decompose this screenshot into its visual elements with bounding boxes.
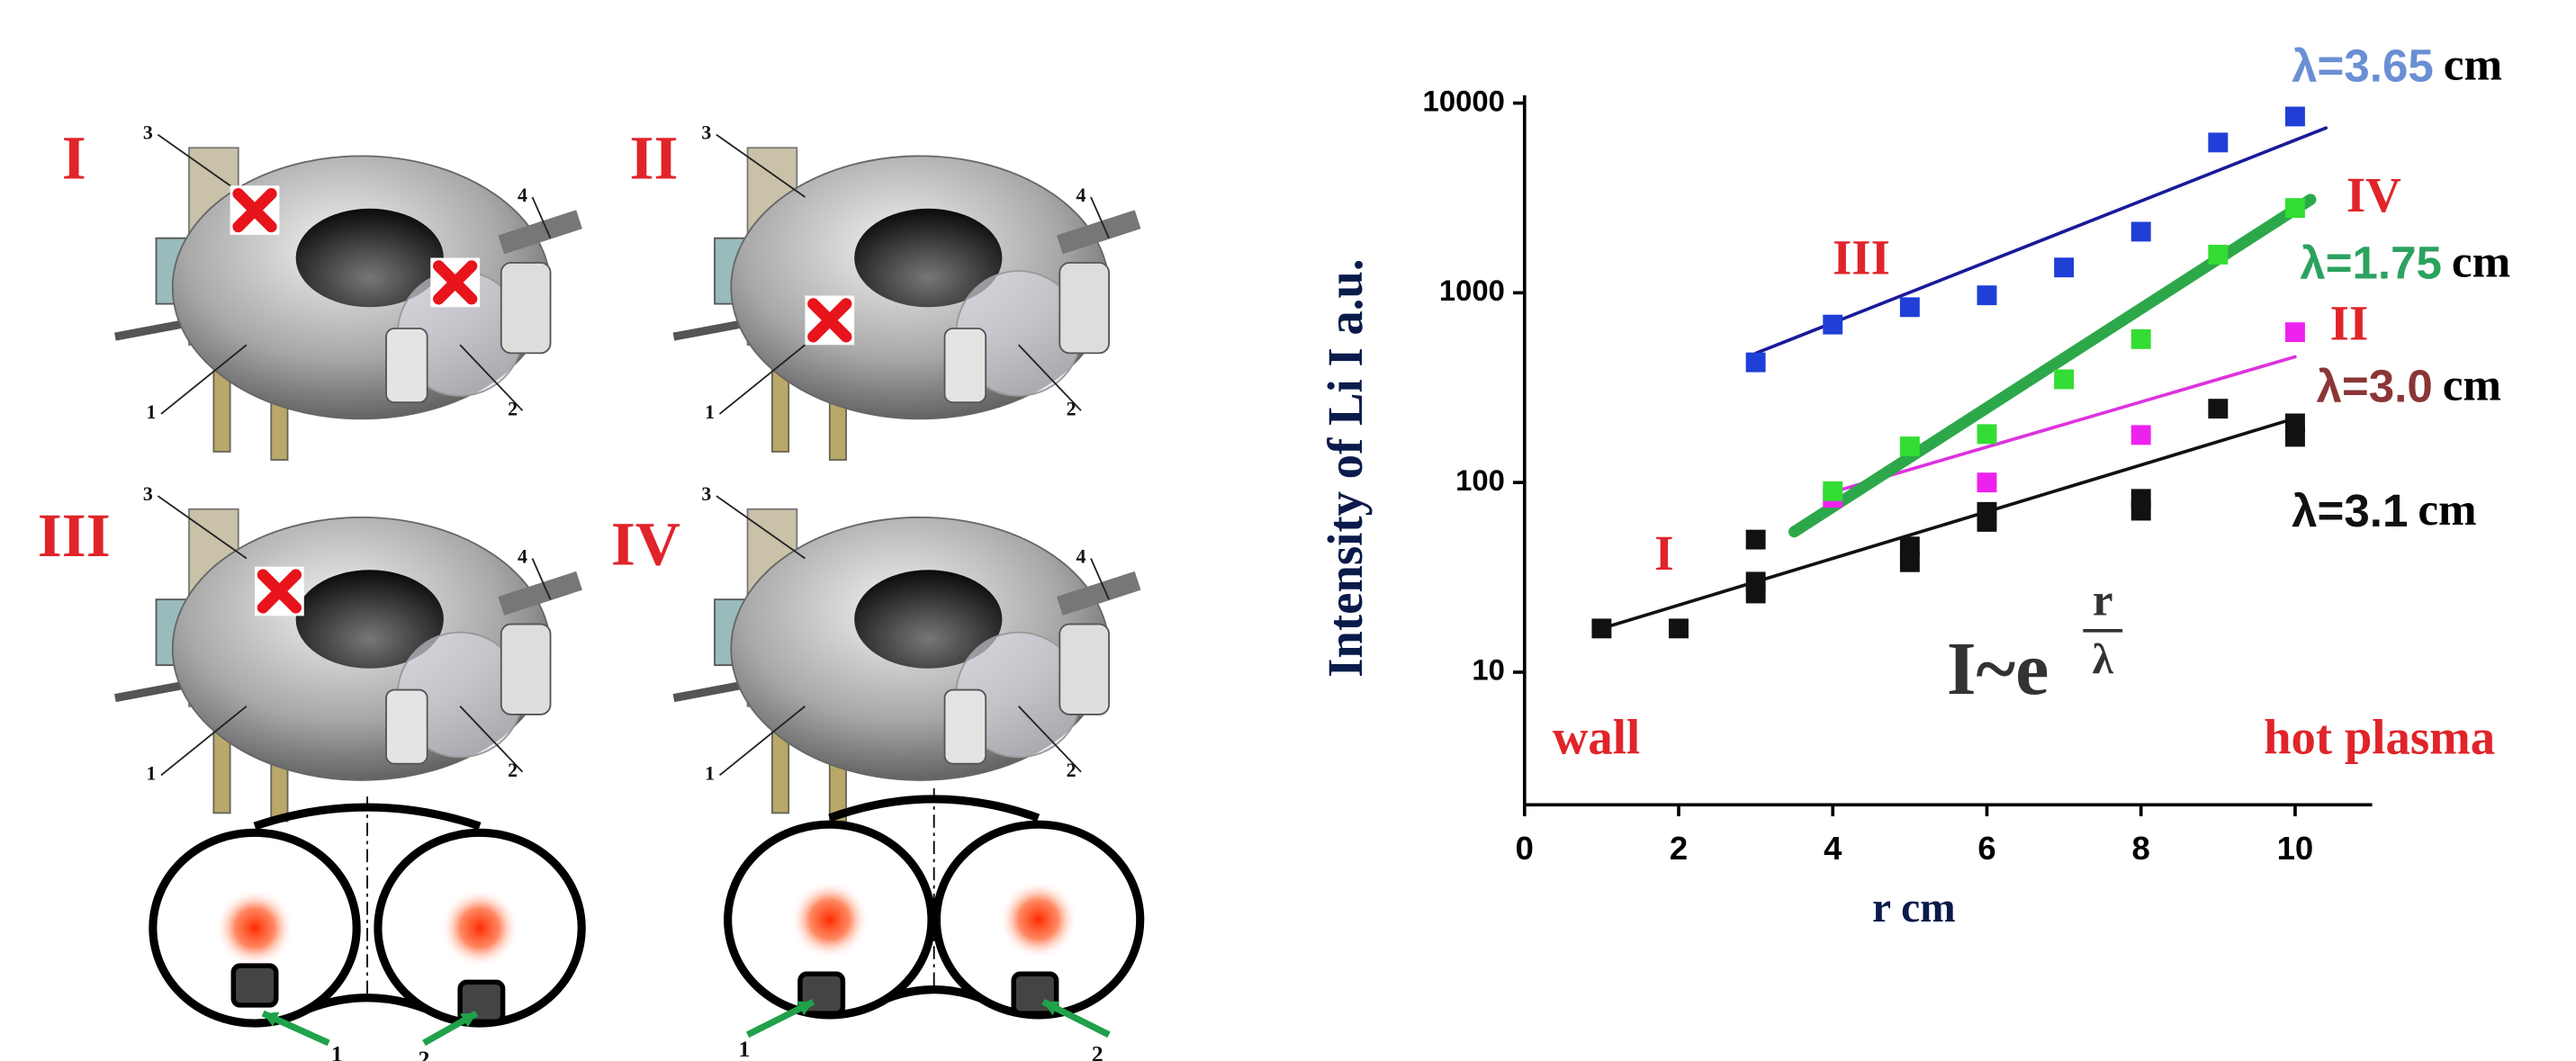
lambda-unit: cm [2452,236,2510,287]
x-tick-label: 4 [1824,830,1842,867]
data-point [1900,553,1920,572]
lambda-value: λ=3.65 [2292,40,2434,91]
part-number: 3 [701,121,711,144]
series-label: III [1833,230,1890,285]
y-tick-label: 10000 [1423,84,1505,117]
data-point [1977,424,1997,444]
fit-line [1601,418,2295,629]
data-point [1669,618,1689,638]
y-tick-label: 100 [1455,463,1505,497]
data-point [1591,618,1611,638]
data-point [2054,370,2074,390]
data-point [1977,472,1997,492]
coil [945,328,986,402]
coil [501,263,551,353]
data-point [2131,329,2151,349]
formula-denominator: λ [2093,636,2114,683]
data-point [2285,322,2305,342]
annotation: wall [1553,709,1640,764]
series-label: I [1654,526,1673,580]
x-axis-label: r cm [1872,885,1956,931]
panel-label: IV [611,509,680,579]
part-number: 4 [518,545,527,568]
data-point [2054,257,2074,277]
part-number: 2 [508,397,518,419]
part-number: 1 [147,400,157,423]
data-point [1746,584,1766,604]
data-point [2285,107,2305,127]
data-point [1900,436,1920,456]
annotation: hot plasma [2264,709,2495,764]
x-tick-label: 2 [1670,830,1688,867]
data-point [1977,285,1997,305]
part-number: 3 [701,482,711,505]
panel-label: III [38,501,111,571]
coil [1059,263,1109,353]
lambda-value: λ=3.0 [2316,360,2432,411]
data-point [2208,399,2228,418]
data-point [2208,245,2228,265]
coil [1059,625,1109,715]
coil [386,328,428,402]
data-point [1746,353,1766,373]
data-point [1823,481,1842,501]
lambda-value: λ=3.1 [2292,485,2408,536]
data-point [2208,132,2228,152]
data-point [2131,221,2151,241]
formula-base: I~e [1947,627,2049,711]
part-number: 2 [1067,759,1076,781]
coil [501,625,551,715]
lambda-unit: cm [2443,359,2501,410]
data-point [1746,530,1766,550]
coil [386,690,428,764]
cross-label: 1 [739,1036,751,1061]
data-point [2131,501,2151,521]
data-point [2285,427,2305,447]
x-tick-label: 6 [1977,830,1995,867]
data-point [2285,198,2305,218]
part-number: 1 [147,761,157,784]
figure: I1234II1234III1234IV12341212101001000100… [0,0,2576,1061]
x-tick-label: 8 [2132,830,2150,867]
data-point [1900,297,1920,317]
cross-label: 1 [331,1040,343,1061]
plasma [215,888,294,967]
coil [945,690,986,764]
part-number: 1 [705,761,715,784]
plasma [790,880,869,959]
x-tick-label: 10 [2277,830,2314,867]
part-number: 2 [508,759,518,781]
part-number: 3 [143,482,153,505]
panel-label: II [630,123,679,193]
data-point [1823,315,1842,335]
plasma [999,880,1078,959]
cross-label: 2 [419,1046,430,1061]
part-number: 2 [1067,397,1076,419]
formula-numerator: r [2093,574,2113,625]
detector [233,966,275,1005]
part-number: 3 [143,121,153,144]
x-tick-label: 0 [1516,830,1534,867]
series-label: II [2330,296,2369,351]
lambda-unit: cm [2418,484,2476,535]
panel-label: I [62,123,86,193]
lambda-unit: cm [2444,39,2502,90]
data-point [1977,512,1997,532]
data-point [2131,425,2151,445]
series-label: IV [2346,167,2401,222]
part-number: 4 [1076,545,1086,568]
part-number: 4 [518,184,527,206]
lambda-value: λ=1.75 [2300,237,2442,288]
part-number: 4 [1076,184,1086,206]
y-tick-label: 1000 [1439,274,1505,307]
part-number: 1 [705,400,715,423]
cross-label: 2 [1092,1040,1103,1061]
plasma [440,888,519,967]
y-axis-label: Intensity of Li I a.u. [1318,258,1373,677]
y-tick-label: 10 [1472,653,1505,687]
